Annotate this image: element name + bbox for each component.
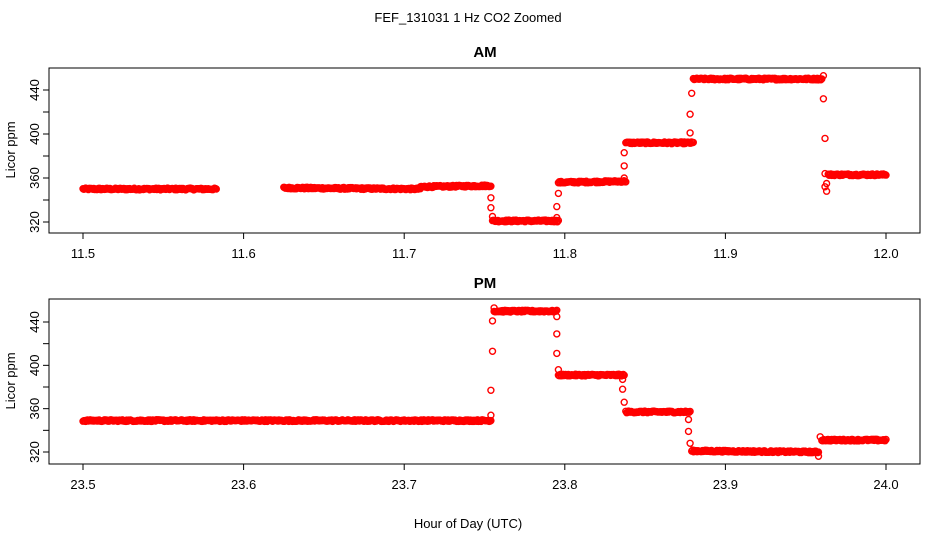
pm-panel: PM Licor ppm 23.5 23.6 23.7 23.8 23.9 24.0 32… — [3, 275, 921, 492]
pm-data-point — [553, 330, 561, 338]
am-data-point — [688, 89, 696, 98]
am-y-axis: 320 360 400 440 — [27, 79, 50, 233]
pm-y-tick-label: 360 — [27, 398, 42, 420]
pm-data-point — [816, 433, 824, 441]
am-data-point — [487, 194, 495, 202]
pm-data-point — [814, 452, 823, 460]
pm-x-tick-label: 23.5 — [70, 477, 95, 492]
pm-data-point — [620, 371, 628, 379]
pm-data-point — [488, 347, 497, 355]
am-data-point — [487, 203, 495, 212]
pm-plot-frame — [48, 298, 921, 465]
pm-data-point — [553, 349, 561, 358]
am-data-point — [821, 134, 829, 143]
am-x-tick-label: 11.6 — [231, 246, 255, 261]
pm-data-point — [684, 427, 693, 436]
pm-data-point — [686, 439, 694, 447]
am-data-point — [553, 213, 561, 222]
pm-data-points — [79, 304, 890, 460]
am-data-point — [212, 185, 221, 193]
pm-x-tick-label: 24.0 — [873, 477, 898, 492]
pm-data-point — [490, 304, 498, 312]
pm-data-point — [487, 411, 495, 419]
am-panel-title: AM — [473, 44, 496, 61]
am-y-tick-label: 400 — [27, 123, 42, 145]
am-data-point — [620, 174, 628, 182]
pm-data-point — [554, 366, 563, 374]
pm-x-tick-label: 23.9 — [713, 477, 738, 492]
am-data-point — [821, 169, 829, 178]
pm-panel-title: PM — [474, 275, 497, 292]
am-x-tick-label: 12.0 — [873, 246, 898, 261]
x-axis-label: Hour of Day (UTC) — [414, 516, 522, 531]
am-x-tick-label: 11.7 — [392, 246, 416, 261]
pm-y-axis-label: Licor ppm — [3, 352, 18, 409]
am-data-point — [488, 212, 497, 221]
am-x-axis: 11.5 11.6 11.7 11.8 11.9 12.0 — [71, 232, 899, 261]
am-data-point — [620, 148, 628, 157]
am-y-tick-label: 320 — [27, 211, 42, 233]
pm-data-point — [686, 407, 694, 416]
pm-y-tick-label: 400 — [27, 354, 42, 376]
am-data-point — [620, 162, 628, 170]
pm-data-point — [620, 398, 628, 406]
figure-title: FEF_131031 1 Hz CO2 Zoomed — [374, 10, 561, 25]
am-data-point — [882, 171, 890, 179]
am-data-point — [686, 129, 694, 137]
am-data-point — [554, 189, 563, 198]
am-data-point — [686, 110, 694, 118]
am-x-tick-label: 11.9 — [713, 246, 737, 261]
am-plot-frame — [48, 67, 921, 234]
pm-data-point — [882, 435, 890, 444]
pm-y-axis: 320 360 400 440 — [27, 311, 50, 463]
pm-data-point — [814, 448, 823, 456]
am-data-point — [622, 178, 630, 186]
pm-data-point — [488, 317, 497, 325]
am-panel: AM Licor ppm 11.5 11.6 11.7 11.8 11.9 12.0 32… — [3, 44, 921, 261]
pm-data-point — [618, 375, 627, 384]
am-data-point — [822, 179, 831, 188]
am-data-point — [819, 71, 828, 80]
pm-data-point — [553, 312, 561, 321]
pm-x-tick-label: 23.7 — [392, 477, 417, 492]
am-data-point — [819, 95, 828, 103]
pm-x-tick-label: 23.6 — [231, 477, 256, 492]
pm-data-point — [487, 386, 495, 394]
am-data-point — [553, 202, 561, 211]
pm-x-tick-label: 23.8 — [552, 477, 577, 492]
am-y-axis-label: Licor ppm — [3, 121, 18, 178]
pm-data-point — [618, 385, 627, 393]
am-x-tick-label: 11.5 — [71, 246, 95, 261]
am-x-tick-label: 11.8 — [553, 246, 577, 261]
pm-y-tick-label: 320 — [27, 441, 42, 463]
am-y-tick-label: 360 — [27, 167, 42, 189]
am-data-point — [487, 182, 495, 190]
pm-y-tick-label: 440 — [27, 311, 42, 333]
pm-x-axis: 23.5 23.6 23.7 23.8 23.9 24.0 — [70, 463, 899, 492]
pm-data-point — [684, 415, 693, 424]
am-data-points — [79, 71, 890, 226]
am-data-point — [822, 187, 831, 195]
am-y-tick-label: 440 — [27, 79, 42, 101]
am-data-point — [689, 138, 697, 147]
